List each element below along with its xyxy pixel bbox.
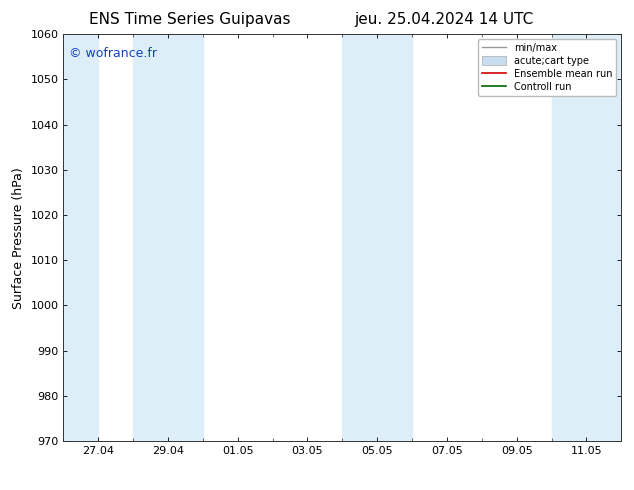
Text: ENS Time Series Guipavas: ENS Time Series Guipavas <box>89 12 291 27</box>
Bar <box>63 34 98 441</box>
Legend: min/max, acute;cart type, Ensemble mean run, Controll run: min/max, acute;cart type, Ensemble mean … <box>478 39 616 96</box>
Bar <box>342 34 412 441</box>
Bar <box>552 34 621 441</box>
Text: jeu. 25.04.2024 14 UTC: jeu. 25.04.2024 14 UTC <box>354 12 533 27</box>
Y-axis label: Surface Pressure (hPa): Surface Pressure (hPa) <box>12 167 25 309</box>
Text: © wofrance.fr: © wofrance.fr <box>69 47 157 59</box>
Bar <box>133 34 203 441</box>
